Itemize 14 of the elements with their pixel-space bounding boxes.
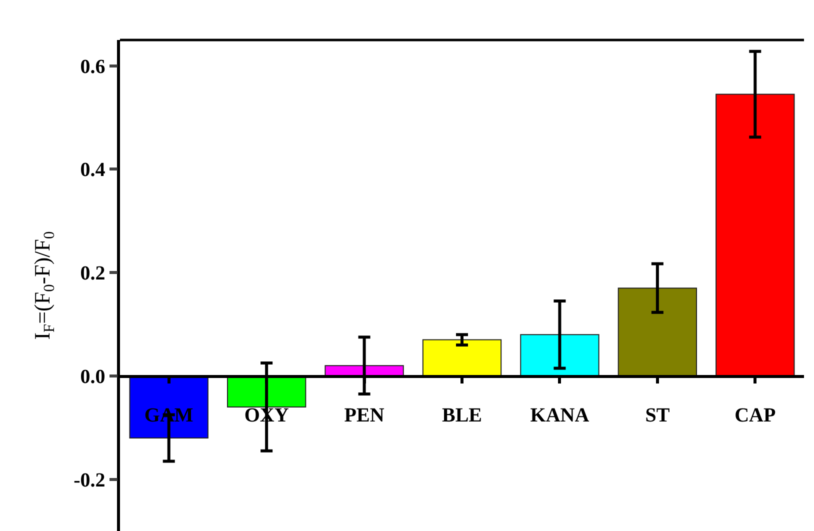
- y-tick-label: 0.2: [80, 262, 106, 285]
- bar: [716, 94, 795, 376]
- y-tick-label: 0.0: [80, 366, 106, 388]
- x-tick-label: CAP: [734, 404, 776, 427]
- x-tick-label: PEN: [344, 404, 385, 427]
- x-tick-label: BLE: [442, 404, 482, 427]
- bar: [618, 288, 698, 376]
- y-tick-label: 0.4: [80, 159, 106, 182]
- bar: [422, 339, 502, 376]
- bar: [520, 334, 600, 376]
- y-tick-label: -0.2: [74, 469, 106, 492]
- y-tick-label: 0.6: [80, 56, 106, 78]
- x-tick-label: KANA: [530, 404, 590, 427]
- x-tick-label: ST: [645, 404, 670, 427]
